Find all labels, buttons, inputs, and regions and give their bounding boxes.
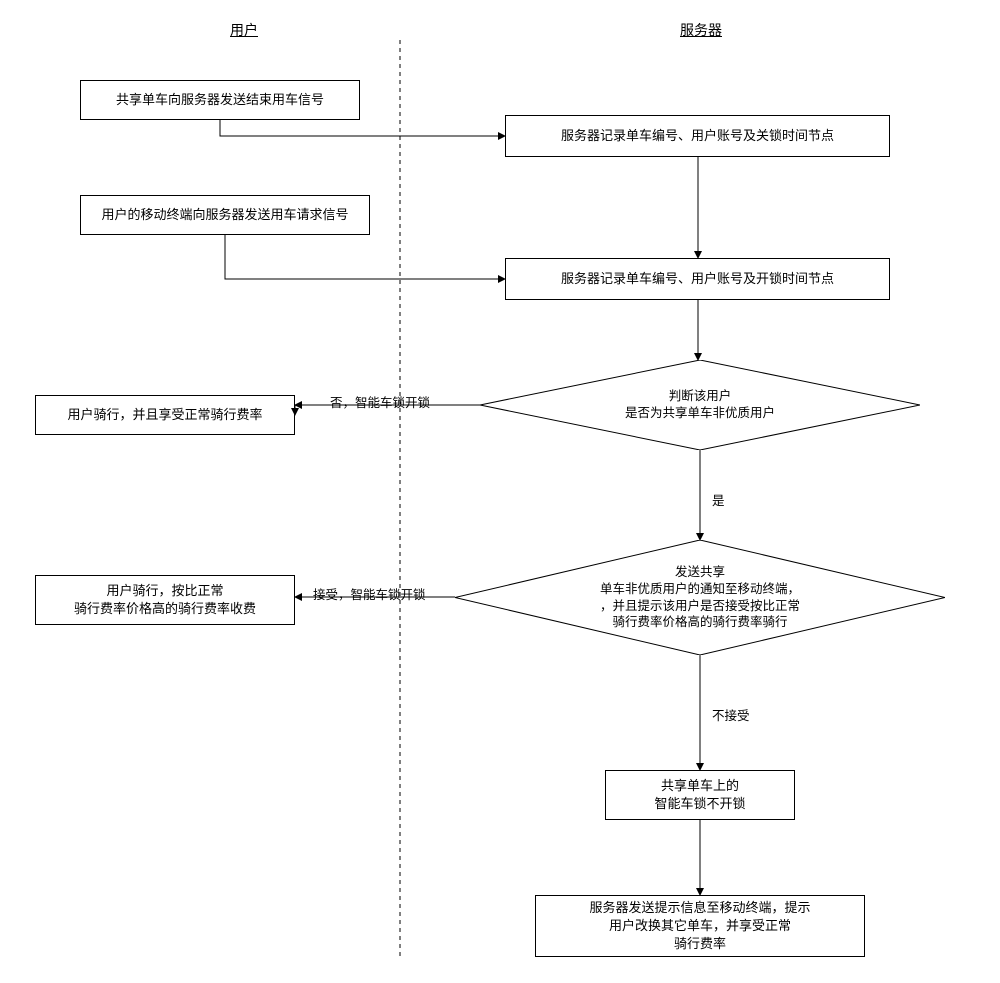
server-prompt-change-box: 服务器发送提示信息至移动终端，提示 用户改换其它单车，并享受正常 骑行费率 — [535, 895, 865, 957]
edge-label-yes: 是 — [712, 490, 725, 509]
decision-accept-text: 发送共享 单车非优质用户的通知至移动终端， ，并且提示该用户是否接受按比正常 骑… — [455, 540, 945, 655]
decision-nonpremium-text: 判断该用户 是否为共享单车非优质用户 — [480, 360, 920, 450]
edge-label-not-accept: 不接受 — [712, 705, 750, 724]
user-request-signal-box: 用户的移动终端向服务器发送用车请求信号 — [80, 195, 370, 235]
server-column-header: 服务器 — [680, 20, 722, 40]
decision-accept-rate: 发送共享 单车非优质用户的通知至移动终端， ，并且提示该用户是否接受按比正常 骑… — [455, 540, 945, 655]
decision-nonpremium-user: 判断该用户 是否为共享单车非优质用户 — [480, 360, 920, 450]
user-column-header: 用户 — [230, 20, 258, 40]
edge-label-accept: 接受，智能车锁开锁 — [313, 584, 426, 603]
user-high-rate-box: 用户骑行，按比正常 骑行费率价格高的骑行费率收费 — [35, 575, 295, 625]
user-end-signal-box: 共享单车向服务器发送结束用车信号 — [80, 80, 360, 120]
server-record-lock-box: 服务器记录单车编号、用户账号及关锁时间节点 — [505, 115, 890, 157]
user-normal-rate-box: 用户骑行，并且享受正常骑行费率 — [35, 395, 295, 435]
lock-not-open-box: 共享单车上的 智能车锁不开锁 — [605, 770, 795, 820]
edge-label-no: 否，智能车锁开锁 — [330, 392, 430, 411]
server-record-unlock-box: 服务器记录单车编号、用户账号及开锁时间节点 — [505, 258, 890, 300]
